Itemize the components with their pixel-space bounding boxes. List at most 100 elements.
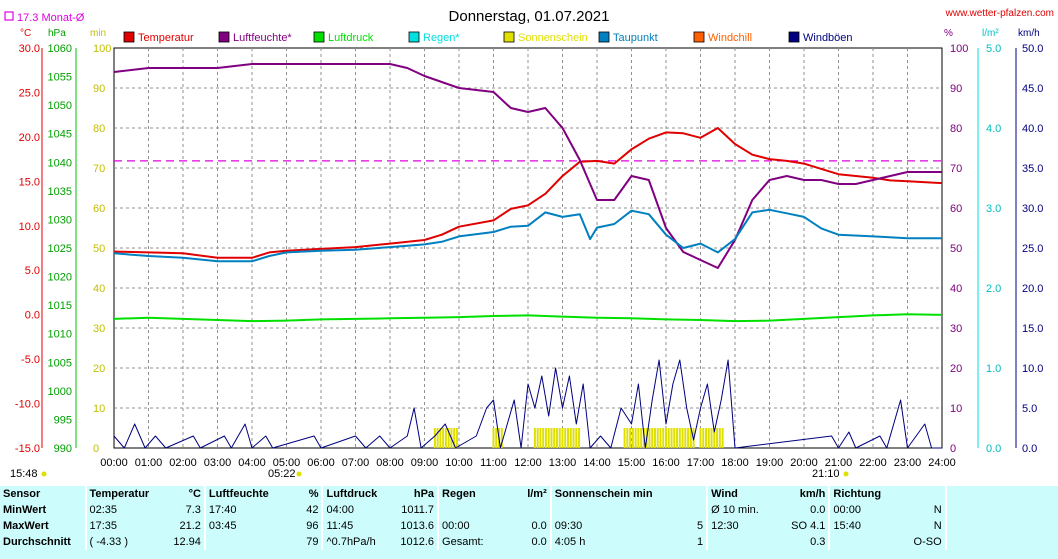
cell — [656, 502, 708, 518]
cell: 0.0 — [531, 520, 547, 532]
axis-tick-label: 25.0 — [1022, 243, 1043, 255]
x-tick-label: 22:00 — [859, 457, 887, 469]
axis-tick-label: 1050 — [48, 100, 72, 112]
x-tick-label: 19:00 — [756, 457, 784, 469]
series-temperatur — [113, 127, 943, 259]
cell — [203, 534, 281, 550]
axis-tick-label: 5.0 — [1022, 403, 1037, 415]
axis-tick-label: 30.0 — [1022, 203, 1043, 215]
col-rain: Regen — [437, 486, 505, 502]
legend-label: Sonnenschein — [518, 32, 588, 44]
axis-tick-label: 25.0 — [19, 87, 40, 99]
cell: 0.0 — [810, 504, 826, 516]
col-empty — [944, 486, 1058, 502]
legend-swatch — [693, 31, 705, 43]
axis-tick-label: 40 — [950, 283, 962, 295]
cell: 79 — [306, 536, 319, 548]
axis-tick-label: 20 — [950, 363, 962, 375]
legend-label: Regen* — [423, 32, 460, 44]
row-label: Durchschnitt — [3, 536, 71, 548]
col-wind: Wind — [706, 486, 770, 502]
axis-tick-label: 20.0 — [1022, 283, 1043, 295]
unit-min: min — [90, 28, 106, 39]
x-tick-label: 15:00 — [618, 457, 646, 469]
legend-swatch — [123, 31, 135, 43]
series-luftdruck — [113, 313, 943, 323]
axis-tick-label: 50 — [950, 243, 962, 255]
axis-tick-label: 0.0 — [986, 443, 1001, 455]
x-tick-label: 23:00 — [894, 457, 922, 469]
col-hum-unit: % — [308, 488, 319, 500]
cell: 7.3 — [185, 504, 201, 516]
axis-tick-label: 40 — [93, 283, 105, 295]
axis-tick-label: 1060 — [48, 43, 72, 55]
sunrise-label: 05:22 — [268, 468, 296, 480]
legend-label: Windchill — [708, 32, 752, 44]
cell: 1013.6 — [400, 520, 435, 532]
legend: Temperatur Luftfeuchte* Luftdruck Regen* Son… — [123, 31, 853, 44]
x-tick-label: 08:00 — [376, 457, 404, 469]
axis-tick-label: 80 — [93, 123, 105, 135]
stats-row-avg: Durchschnitt ( -4.33 ) 12.94 79 ^0.7hPa/… — [0, 534, 1058, 550]
axis-tick-label: 1055 — [48, 72, 72, 84]
cell: 03:45 — [203, 518, 281, 534]
cell: 1012.6 — [400, 536, 435, 548]
cell: 21.2 — [179, 520, 201, 532]
axis-tick-label: 1035 — [48, 186, 72, 198]
cell: 12:30 — [706, 518, 770, 534]
axis-tick-label: 10.0 — [19, 221, 40, 233]
month-avg-label: 17.3 Monat-Ø — [17, 12, 85, 24]
cell: 0.3 — [810, 536, 826, 548]
axis-tick-label: 30 — [950, 323, 962, 335]
x-tick-label: 07:00 — [342, 457, 370, 469]
cell: 15:40 — [828, 518, 892, 534]
x-tick-label: 05:00 — [273, 457, 301, 469]
series-taupunkt — [113, 208, 942, 263]
x-tick-label: 03:00 — [204, 457, 232, 469]
axis-tick-label: 1000 — [48, 386, 72, 398]
legend-label: Windböen — [803, 32, 853, 44]
col-dir-spacer — [891, 486, 945, 502]
sunset-label: 21:10 — [812, 468, 840, 480]
cell: 17:35 — [84, 518, 162, 534]
axis-tick-label: -10.0 — [15, 399, 40, 411]
axis-tick-label: 990 — [54, 443, 72, 455]
row-label: MaxWert — [3, 520, 49, 532]
axis-tick-label: 3.0 — [986, 203, 1001, 215]
axis-tick-label: 1040 — [48, 157, 72, 169]
legend-swatch — [408, 31, 420, 43]
axis-tick-label: 60 — [93, 203, 105, 215]
cell: 96 — [306, 520, 319, 532]
unit-rain: l/m² — [982, 28, 999, 39]
unit-celsius: °C — [20, 28, 31, 39]
legend-label: Taupunkt — [613, 32, 658, 44]
col-sensor: Sensor — [3, 488, 41, 500]
x-tick-label: 18:00 — [721, 457, 749, 469]
axis-tick-label: -15.0 — [15, 443, 40, 455]
axis-tick-label: 0.0 — [1022, 443, 1037, 455]
col-rain-unit: l/m² — [527, 488, 547, 500]
axis-tick-label: 50.0 — [1022, 43, 1043, 55]
cell: 17:40 — [203, 502, 281, 518]
axis-tick-label: 70 — [950, 163, 962, 175]
col-pres-unit: hPa — [413, 488, 435, 500]
legend-label: Luftdruck — [328, 32, 374, 44]
x-tick-label: 17:00 — [687, 457, 715, 469]
cell: 1011.7 — [401, 504, 435, 516]
sunrise-icon — [296, 471, 302, 477]
axis-tick-label: 35.0 — [1022, 163, 1043, 175]
cell: 09:30 — [549, 518, 656, 534]
axis-tick-label: 995 — [54, 414, 72, 426]
axis-tick-label: -5.0 — [21, 354, 40, 366]
cell: ( -4.33 ) — [84, 534, 162, 550]
col-hum: Luftfeuchte — [203, 486, 281, 502]
legend-label: Luftfeuchte* — [233, 32, 292, 44]
cell: 02:35 — [84, 502, 162, 518]
site-link[interactable]: www.wetter-pfalzen.com — [945, 8, 1054, 19]
axis-tick-label: 5.0 — [25, 265, 40, 277]
cell: N — [933, 520, 942, 532]
unit-hpa: hPa — [48, 28, 66, 39]
col-pres: Luftdruck — [321, 486, 392, 502]
series-layer — [113, 63, 943, 449]
axis-tick-label: 20 — [93, 363, 105, 375]
